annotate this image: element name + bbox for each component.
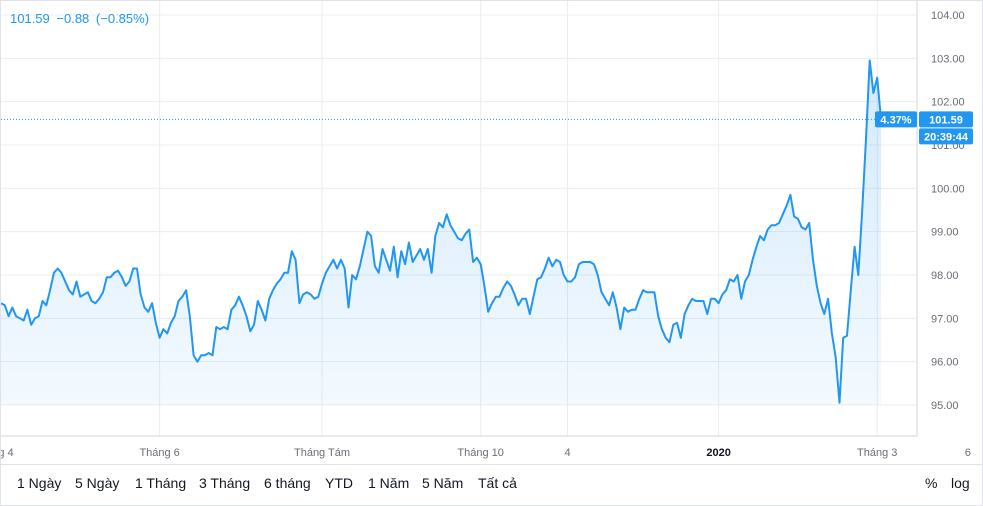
x-tick-label: Tháng 6 (139, 447, 179, 459)
y-tick-label: 103.00 (931, 53, 965, 65)
y-tick-label: 104.00 (931, 10, 965, 22)
time-tag-label: 20:39:44 (924, 131, 969, 143)
x-tick-label: Tháng 10 (457, 447, 503, 459)
legend-change-pct: (−0.85%) (95, 11, 150, 26)
range-all-button[interactable]: Tất cả (478, 475, 517, 491)
price-chart[interactable]: 104.00103.00102.00101.00100.0099.0098.00… (1, 1, 982, 464)
y-tick-label: 100.00 (931, 183, 965, 195)
range-6-month-button[interactable]: 6 tháng (264, 475, 311, 491)
price-tag-bg (919, 111, 973, 128)
x-tick-label: 6 (965, 447, 971, 459)
y-tick-label: 95.00 (931, 400, 959, 412)
y-tick-label: 99.00 (931, 227, 959, 239)
y-tick-label: 98.00 (931, 270, 959, 282)
series-line[interactable] (1, 59, 882, 404)
time-tag-bg (919, 128, 973, 145)
x-tick-label: Tháng Tám (294, 447, 350, 459)
x-tick-label: 4 (564, 447, 570, 459)
x-tick-label: Tháng 4 (1, 447, 14, 459)
pct-tag-bg (875, 111, 917, 128)
series-area (1, 60, 881, 405)
range-5-year-button[interactable]: 5 Năm (422, 475, 464, 491)
range-ytd-button[interactable]: YTD (325, 475, 353, 491)
percent-scale-button[interactable]: % (925, 475, 938, 491)
range-1-day-button[interactable]: 1 Ngày (17, 475, 62, 491)
x-tick-label: Tháng 3 (857, 447, 897, 459)
y-tick-label: 102.00 (931, 97, 965, 109)
log-scale-button[interactable]: log (951, 475, 970, 491)
range-5-day-button[interactable]: 5 Ngày (75, 475, 120, 491)
range-toolbar: 1 Ngày 5 Ngày 1 Tháng 3 Tháng 6 tháng YT… (1, 464, 982, 505)
range-1-year-button[interactable]: 1 Năm (368, 475, 410, 491)
price-tag-label: 101.59 (929, 114, 963, 126)
price-legend: 101.59 −0.88 (−0.85%) (10, 11, 152, 26)
x-tick-label: 2020 (706, 447, 730, 459)
y-tick-label: 96.00 (931, 357, 959, 369)
range-3-month-button[interactable]: 3 Tháng (199, 475, 251, 491)
y-tick-label: 97.00 (931, 313, 959, 325)
range-1-month-button[interactable]: 1 Tháng (135, 475, 187, 491)
pct-tag-label: 4.37% (880, 114, 911, 126)
legend-change: −0.88 (56, 11, 90, 26)
legend-price: 101.59 (10, 11, 50, 26)
